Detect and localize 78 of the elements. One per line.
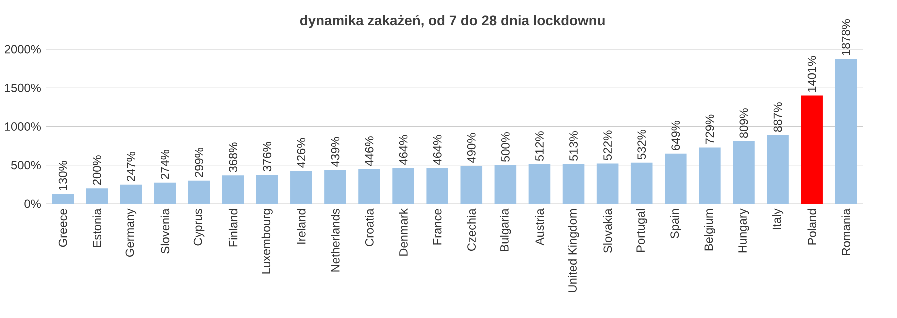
x-tick-label: Slovakia xyxy=(603,208,612,254)
data-label: 446% xyxy=(365,136,374,166)
x-tick-label: Czechia xyxy=(467,208,476,252)
data-label: 649% xyxy=(672,121,680,150)
x-tick-label: Italy xyxy=(772,208,784,230)
x-tick-label: Belgium xyxy=(704,210,716,251)
bar xyxy=(630,162,653,204)
data-label: 247% xyxy=(127,152,136,182)
x-tick-label: Estonia xyxy=(92,208,102,248)
x-tick-label: Ireland xyxy=(297,210,306,244)
x-tick-label: Bulgaria xyxy=(500,208,512,252)
data-label: 368% xyxy=(229,142,238,172)
chart-title: dynamika zakażeń, od 7 do 28 dnia lockdownu xyxy=(300,15,605,28)
bar xyxy=(52,194,74,204)
bar xyxy=(835,58,858,204)
data-label: 464% xyxy=(399,135,408,166)
x-tick-label: Austria xyxy=(535,208,544,246)
x-tick-label: Croatia xyxy=(365,208,374,246)
x-tick-label: United Kingdom xyxy=(568,210,580,292)
x-tick-label: Luxembourg xyxy=(262,210,273,274)
bar xyxy=(86,188,108,204)
bar xyxy=(801,96,823,204)
data-label: 1401% xyxy=(808,56,816,92)
bar xyxy=(154,182,176,204)
bar xyxy=(494,165,517,204)
data-label: 299% xyxy=(195,148,204,178)
bar xyxy=(358,170,380,204)
data-label: 426% xyxy=(297,138,306,168)
data-label: 522% xyxy=(604,130,612,160)
data-label: 887% xyxy=(774,102,782,132)
y-tick-label: 500% xyxy=(12,161,41,170)
data-label: 376% xyxy=(263,142,272,172)
data-label: 809% xyxy=(740,108,748,138)
bar xyxy=(290,171,312,204)
bar xyxy=(120,184,142,204)
x-tick-label: Germany xyxy=(126,208,137,257)
bar xyxy=(256,175,278,204)
data-label: 500% xyxy=(501,132,510,162)
bar xyxy=(188,180,210,204)
y-tick-label: 1500% xyxy=(5,84,41,92)
bar xyxy=(562,164,585,204)
y-tick-label: 2000% xyxy=(5,45,41,54)
x-tick-label: Finland xyxy=(228,210,238,247)
data-label: 532% xyxy=(638,130,646,160)
bar xyxy=(665,154,687,204)
data-label: 439% xyxy=(331,137,340,167)
x-tick-label: Spain xyxy=(670,210,682,239)
x-tick-label: Portugal xyxy=(636,210,648,252)
data-label: 464% xyxy=(433,135,442,166)
y-tick-label: 0% xyxy=(24,200,41,208)
bar xyxy=(426,168,448,204)
x-tick-label: Slovenia xyxy=(160,208,170,254)
bar xyxy=(767,136,789,204)
x-tick-label: Netherlands xyxy=(331,209,340,272)
bar xyxy=(460,166,483,204)
bar xyxy=(733,142,755,204)
data-label: 729% xyxy=(706,114,714,144)
data-label: 130% xyxy=(58,161,68,190)
x-tick-label: Denmark xyxy=(399,208,408,256)
bar xyxy=(596,164,619,204)
x-tick-label: France xyxy=(433,209,442,245)
y-tick-label: 1000% xyxy=(5,122,41,132)
x-tick-label: Cyprus xyxy=(194,209,205,246)
bar xyxy=(324,170,346,204)
data-label: 513% xyxy=(570,132,578,162)
x-tick-label: Romania xyxy=(842,208,850,256)
x-tick-label: Hungary xyxy=(738,208,750,253)
data-label: 512% xyxy=(536,132,544,162)
data-label: 1878% xyxy=(842,20,850,56)
data-label: 200% xyxy=(92,156,102,186)
bar xyxy=(699,148,721,204)
bar xyxy=(392,168,414,204)
x-tick-label: Greece xyxy=(58,209,68,248)
data-label: 490% xyxy=(467,133,476,164)
bar xyxy=(222,176,244,204)
x-tick-label: Poland xyxy=(808,210,816,245)
data-label: 274% xyxy=(161,150,170,180)
bar xyxy=(528,164,551,204)
